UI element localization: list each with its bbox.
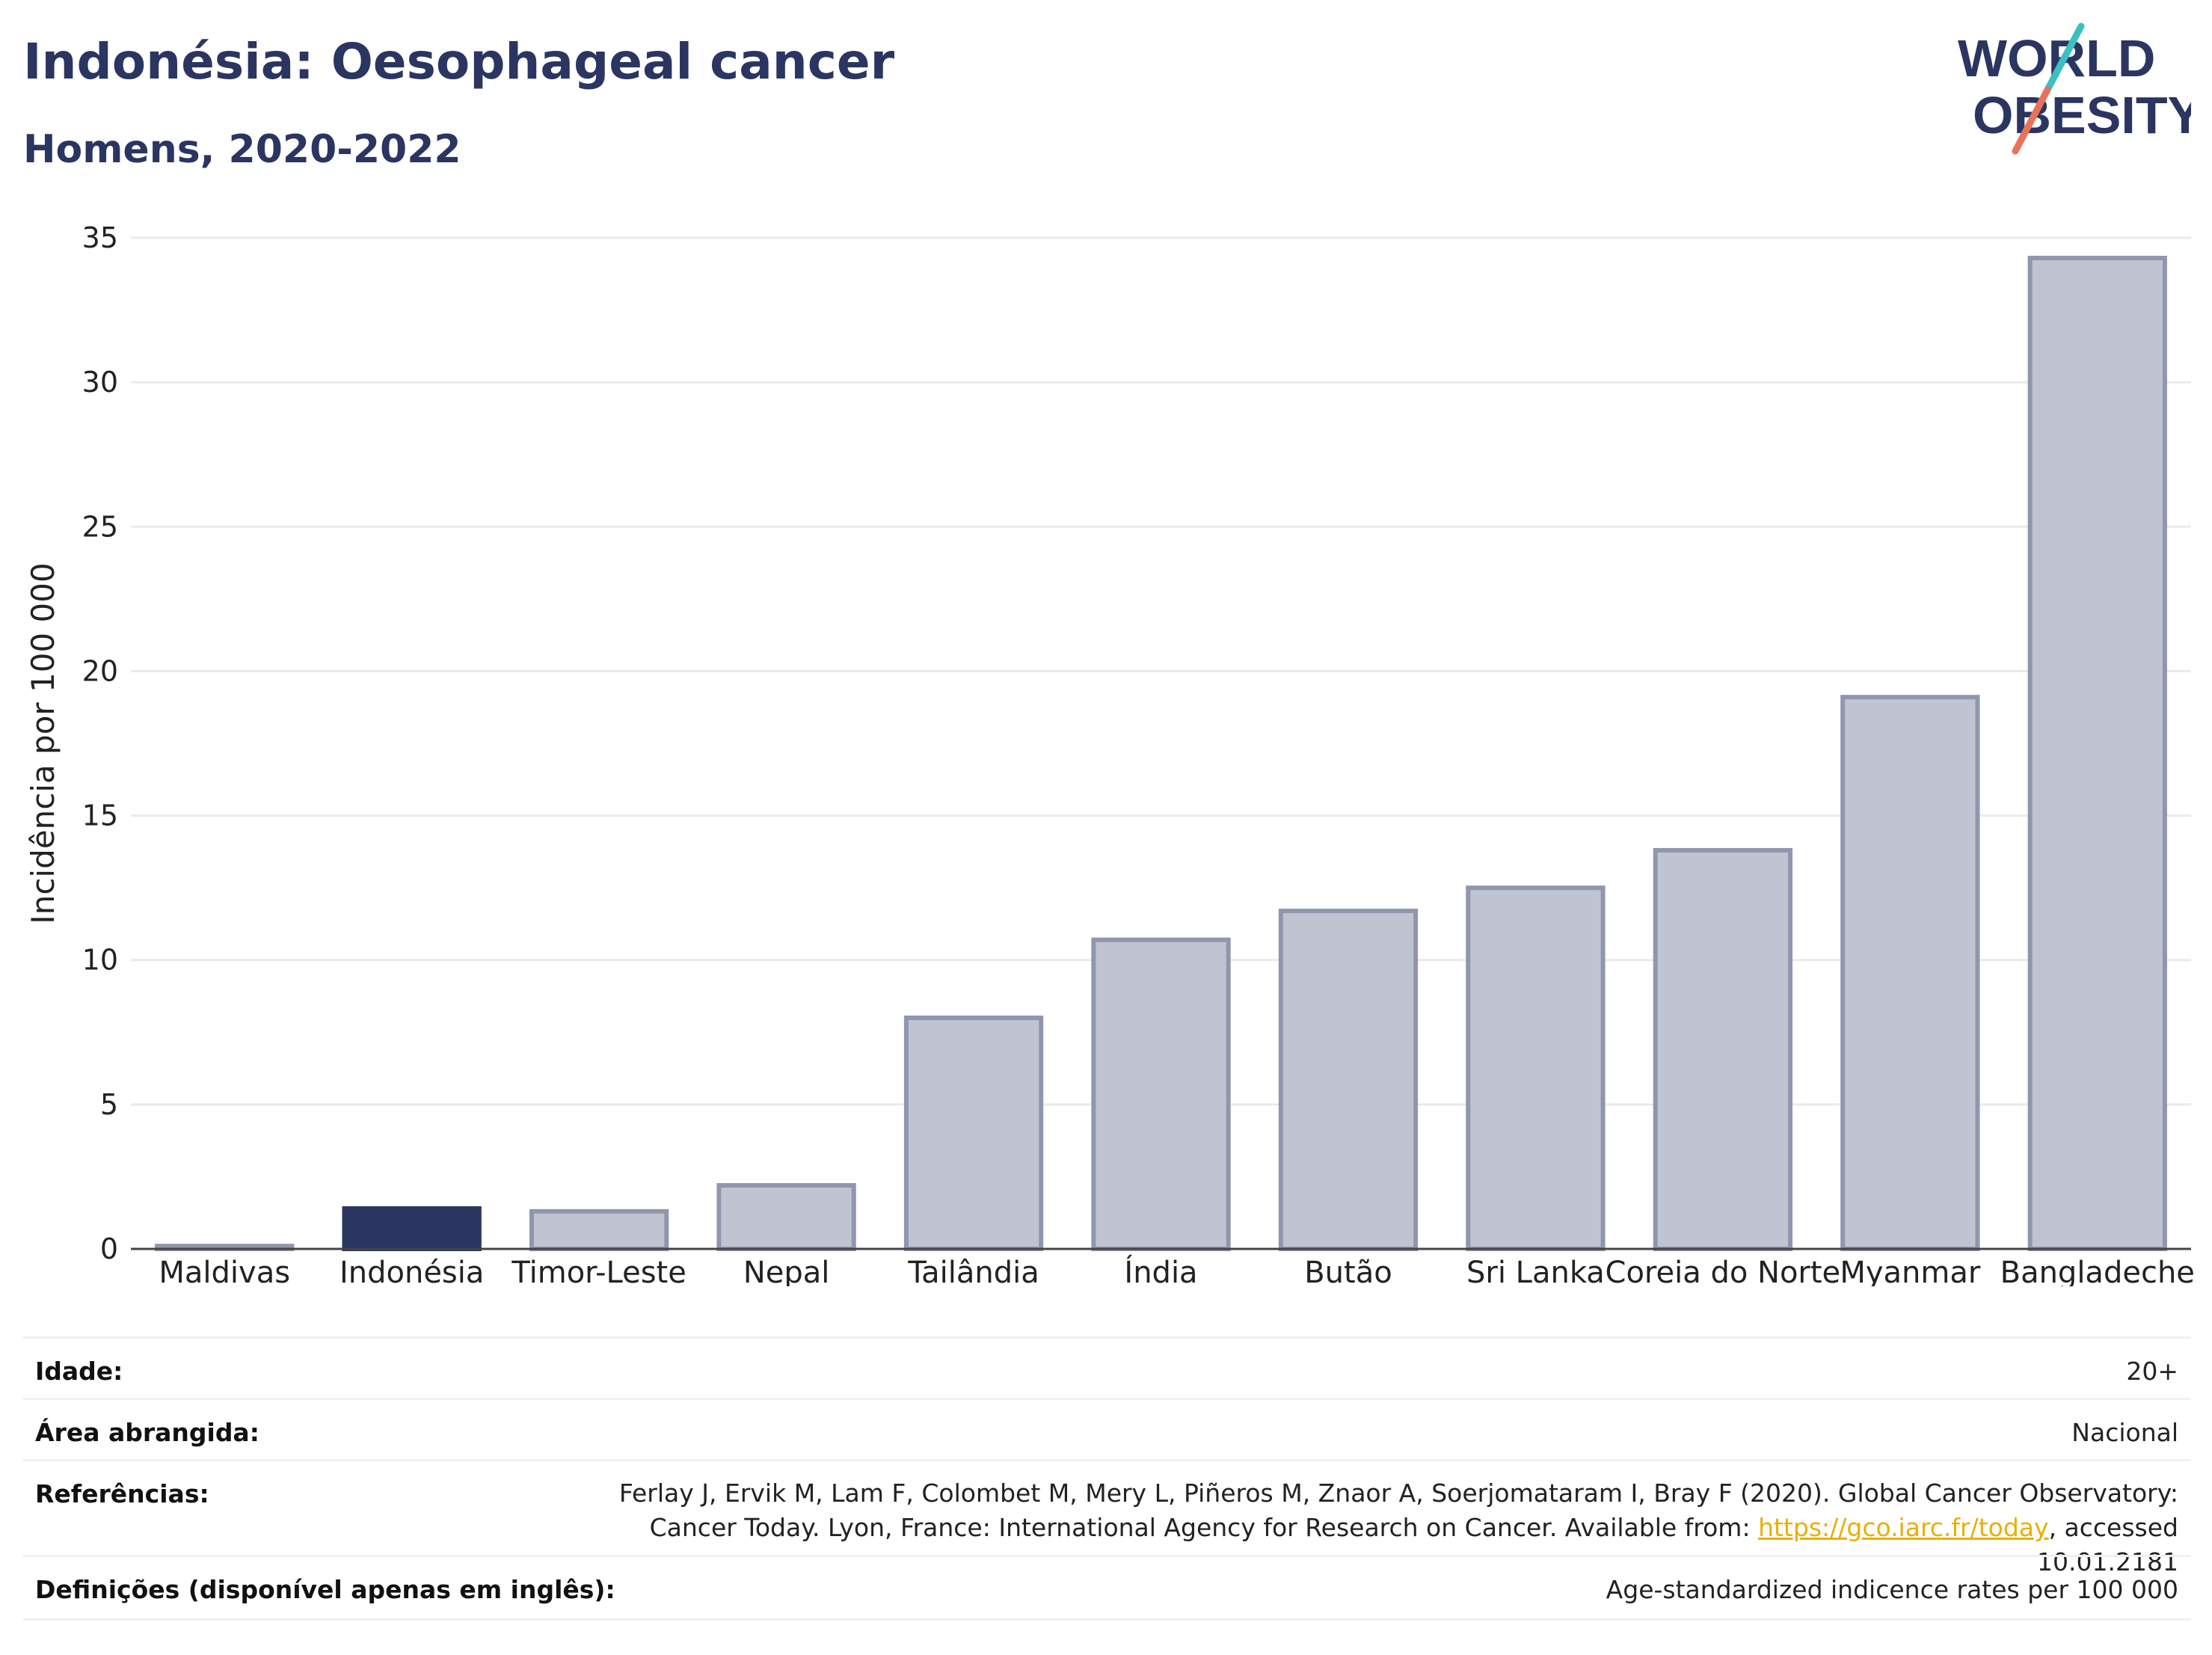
world-obesity-logo: WORLD OBESITY (1958, 22, 2191, 155)
y-tick-label: 35 (82, 221, 118, 254)
bar-6 (1278, 909, 1419, 1251)
x-tick-label: Maldivas (159, 1256, 290, 1286)
bar-1 (342, 1206, 482, 1252)
x-tick-label: Tailândia (907, 1256, 1039, 1286)
meta-row-age: Idade: 20+ (23, 1336, 2190, 1400)
y-axis-label: Incidência por 100 000 (25, 562, 61, 924)
page-title: Indonésia: Oesophageal cancer (23, 33, 895, 90)
bar-3 (716, 1183, 856, 1251)
area-label: Área abrangida: (35, 1418, 259, 1447)
bar-5 (1091, 937, 1231, 1252)
x-tick-label: Myanmar (1840, 1256, 1981, 1286)
bar-4 (903, 1015, 1044, 1251)
x-tick-label: Índia (1124, 1254, 1197, 1286)
references-label: Referências: (35, 1479, 209, 1508)
page-subtitle: Homens, 2020-2022 (23, 127, 461, 172)
x-tick-label: Bangladeche (2000, 1256, 2195, 1286)
y-tick-label: 15 (82, 799, 118, 832)
x-tick-label: Butão (1304, 1256, 1392, 1286)
y-tick-label: 10 (82, 944, 118, 977)
bar-2 (529, 1209, 669, 1251)
x-tick-label: Coreia do Norte (1606, 1256, 1841, 1286)
x-tick-label: Sri Lanka (1466, 1256, 1605, 1286)
bar-8 (1653, 847, 1793, 1251)
meta-row-references: Referências: Ferlay J, Ervik M, Lam F, C… (23, 1459, 2190, 1576)
age-label: Idade: (35, 1357, 123, 1386)
bar-chart: 0 5 10 15 20 25 30 35 Maldivas Indonésia Timor-Les… (25, 221, 2195, 1286)
y-tick-label: 25 (82, 510, 118, 543)
y-tick-label: 30 (82, 366, 118, 399)
logo-slash-coral (2012, 86, 2051, 155)
logo-slash-teal (2044, 22, 2085, 93)
bar-7 (1466, 885, 1606, 1251)
definitions-label: Definições (disponível apenas em inglês)… (35, 1575, 615, 1604)
references-link[interactable]: https://gco.iarc.fr/today (1758, 1513, 2049, 1542)
definitions-value: Age-standardized indicence rates per 100… (1606, 1575, 2178, 1604)
bar-9 (1840, 695, 1980, 1251)
bar-10 (2027, 256, 2167, 1251)
x-tick-label: Indonésia (340, 1256, 484, 1286)
y-tick-label: 5 (100, 1088, 118, 1121)
y-tick-label: 20 (82, 654, 118, 687)
area-value: Nacional (2071, 1418, 2178, 1447)
meta-row-definitions: Definições (disponível apenas em inglês)… (23, 1555, 2190, 1621)
logo-line-2: OBESITY (1973, 86, 2191, 144)
age-value: 20+ (2126, 1357, 2178, 1386)
references-value: Ferlay J, Ervik M, Lam F, Colombet M, Me… (608, 1476, 2178, 1579)
x-tick-label: Timor-Leste (511, 1256, 686, 1286)
meta-row-area: Área abrangida: Nacional (23, 1398, 2190, 1461)
references-text: Ferlay J, Ervik M, Lam F, Colombet M, Me… (618, 1479, 2178, 1542)
x-tick-label: Nepal (743, 1256, 830, 1286)
y-tick-label: 0 (100, 1232, 118, 1265)
references-accessed: , accessed 10.01.2181 (2037, 1513, 2178, 1576)
